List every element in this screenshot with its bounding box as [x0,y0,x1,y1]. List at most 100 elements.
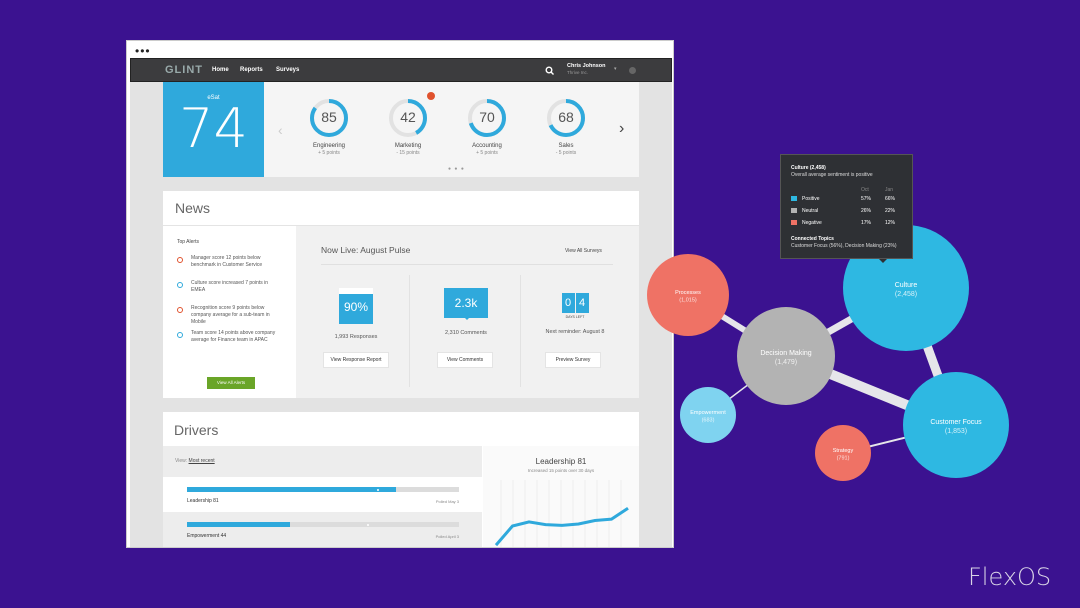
driver-row[interactable]: Leadership 81 Polled May 3 [187,485,459,509]
department-name: Marketing [394,143,422,149]
bubble-name: Processes [675,290,701,296]
bubble-count: (1,479) [775,359,797,366]
department-delta: + 5 points [476,150,498,156]
alert-icon [177,257,183,263]
alert-text: Team score 14 points above company avera… [191,330,276,343]
connected-title: Connected Topics [791,236,834,242]
help-icon[interactable] [629,67,636,74]
alert-icon[interactable] [427,92,435,100]
bubble-name: Empowerment [690,410,726,416]
carousel-dots[interactable]: ● ● ● [448,166,465,172]
user-name[interactable]: Chris Johnson [567,63,606,69]
bubble-name: Culture [895,282,918,289]
department-score-engineering[interactable]: 85 Engineering + 5 points [307,96,351,156]
score-value: 68 [558,109,574,125]
bubble-empowerment[interactable]: Empowerment (683) [680,387,736,443]
window-controls[interactable]: ••• [135,44,151,58]
tooltip-title: Culture (2,458) [791,165,826,171]
department-name: Engineering [312,143,346,149]
view-filter-value[interactable]: Most recent [188,458,215,464]
drivers-card: Drivers View: Most recent Leadership 81 P… [163,412,639,547]
comments-bubble: 2.3k [444,288,488,320]
flexos-logo: FlexOS [968,563,1052,591]
view-response-report-button[interactable]: View Response Report [323,352,389,368]
department-name: Accounting [472,143,502,149]
leadership-chart-panel: Leadership 81 Increased 15 points over 3… [483,446,639,547]
nav-surveys[interactable]: Surveys [276,67,300,73]
bubble-strategy[interactable]: Strategy (791) [815,425,871,481]
days-left-stat: 0 4 DAYS LEFT Next reminder: August 8 [520,293,630,335]
preview-survey-button[interactable]: Preview Survey [545,352,601,368]
bubble-count: (1,015) [679,298,697,304]
view-comments-button[interactable]: View Comments [437,352,493,368]
comments-stat: 2.3k 2,310 Comments [411,288,521,336]
alert-text: Manager score 12 points below benchmark … [191,255,263,268]
col-jan: Jan [885,187,894,193]
driver-bar [187,487,459,492]
department-delta: - 15 points [396,150,420,156]
bubble-decision-making[interactable]: Decision Making (1,479) [737,307,835,405]
driver-row[interactable]: Empowerment 44 Polled April 3 [187,520,459,544]
driver-name: Empowerment 44 [187,533,227,539]
chart-subtitle: Increased 15 points over 30 days [527,468,595,473]
driver-name: Leadership 81 [187,498,219,504]
department-score-marketing[interactable]: 42 Marketing - 15 points [386,92,435,156]
department-score-sales[interactable]: 68 Sales - 5 points [544,96,588,156]
esat-value: 74 [179,97,248,160]
days-left-label: DAYS LEFT [565,315,585,319]
drivers-title: Drivers [174,422,219,438]
next-reminder: Next reminder: August 8 [545,329,605,335]
score-value: 85 [321,109,337,125]
department-name: Sales [558,143,574,149]
view-all-alerts-button[interactable]: View All Alerts [207,377,255,389]
leadership-line-chart [494,480,629,547]
responses-stat: 90% 1,993 Responses [301,288,411,340]
browser-window: ••• GLINT Home Reports Surveys Chris Joh… [126,40,674,548]
alert-icon [177,307,183,313]
bubble-name: Customer Focus [930,419,982,426]
view-filter[interactable]: View: Most recent [175,458,215,464]
chevron-down-icon[interactable]: ▾ [614,66,617,72]
bubble-processes[interactable]: Processes (1,015) [647,254,729,336]
alert-text: Culture score increased 7 points in EMEA [191,280,268,293]
survey-title: Now Live: August Pulse [321,245,411,255]
score-value: 70 [479,109,495,125]
tooltip-subtitle: Overall average sentiment is positive [791,172,873,178]
connected-topics: Customer Focus (56%), Decision Making (2… [791,243,897,249]
driver-polled: Polled April 3 [435,534,459,539]
bubble-count: (791) [837,456,850,462]
view-all-surveys-link[interactable]: View All Surveys [565,248,602,254]
nav-home[interactable]: Home [212,67,229,73]
user-org: Thrive Inc. [567,70,589,75]
esat-label: eSat [207,95,220,101]
next-arrow-icon[interactable]: › [619,120,625,137]
top-navbar: GLINT Home Reports Surveys Chris Johnson… [130,58,672,82]
responses-percent: 90% [339,288,373,324]
alert-icon [177,332,183,338]
comments-count: 2,310 Comments [445,330,487,336]
comments-value: 2.3k [454,296,478,310]
news-card: News Top Alerts Manager score 12 points … [163,191,639,398]
department-score-accounting[interactable]: 70 Accounting + 5 points [465,96,509,156]
culture-tooltip: Culture (2,458) Overall average sentimen… [780,154,913,263]
dashboard-content: eSat 74 ‹ › 85 Engineering + 5 points 42 Mar… [130,82,672,547]
sentiment-icon [791,196,797,201]
glint-logo[interactable]: GLINT [165,64,203,76]
nav-reports[interactable]: Reports [240,67,263,73]
alert-text: Recognition score 9 points below company… [191,305,270,325]
search-icon[interactable] [545,66,554,75]
score-value: 42 [400,109,416,125]
score-ring [310,99,348,137]
driver-polled: Polled May 3 [435,499,459,504]
bubble-customer-focus[interactable]: Customer Focus (1,853) [903,372,1009,478]
prev-arrow-icon[interactable]: ‹ [278,122,283,138]
department-delta: - 5 points [555,150,577,156]
bubble-name: Decision Making [760,350,811,357]
score-ring [547,99,585,137]
score-ring [389,99,427,137]
alert-icon [177,282,183,288]
news-title: News [175,200,211,216]
sentiment-icon [791,220,797,225]
bubble-name: Strategy [833,448,854,454]
